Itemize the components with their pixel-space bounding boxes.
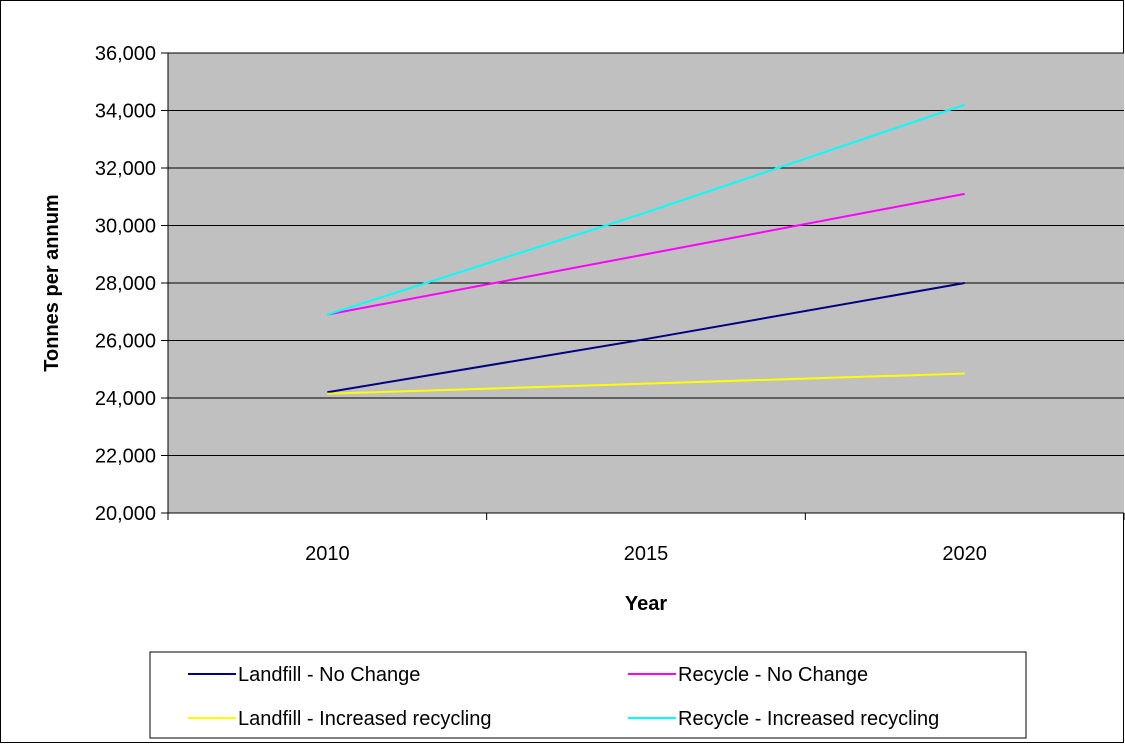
legend-label: Landfill - Increased recycling [238, 708, 491, 730]
y-tick-label: 36,000 [95, 43, 156, 65]
x-tick-label: 2010 [305, 543, 350, 565]
y-axis-title: Tonnes per annum [41, 194, 63, 371]
y-tick-label: 32,000 [95, 158, 156, 180]
x-axis-title: Year [625, 593, 667, 615]
legend-label: Recycle - No Change [678, 664, 868, 686]
legend: Landfill - No Change Recycle - No Change L… [149, 651, 1027, 739]
x-tick-label: 2020 [942, 543, 987, 565]
y-tick-label: 30,000 [95, 216, 156, 238]
y-tick-label: 34,000 [95, 101, 156, 123]
series-line [327, 103, 965, 316]
y-tick-label: 24,000 [95, 388, 156, 410]
series-line [327, 372, 965, 395]
series-line [327, 282, 965, 394]
series-line [327, 192, 965, 316]
x-tick-label: 2015 [624, 543, 669, 565]
y-tick-label: 20,000 [95, 503, 156, 525]
y-axis-ticks: 20,000 22,000 24,000 26,000 28,000 30,000 32,0… [95, 43, 168, 525]
legend-box [149, 651, 1027, 739]
legend-label: Landfill - No Change [238, 664, 420, 686]
y-tick-label: 26,000 [95, 331, 156, 353]
x-axis-ticks: 2010 2015 2020 [167, 513, 1125, 565]
series-lines [327, 103, 965, 395]
y-tick-label: 28,000 [95, 273, 156, 295]
y-tick-label: 22,000 [95, 446, 156, 468]
legend-label: Recycle - Increased recycling [678, 708, 939, 730]
